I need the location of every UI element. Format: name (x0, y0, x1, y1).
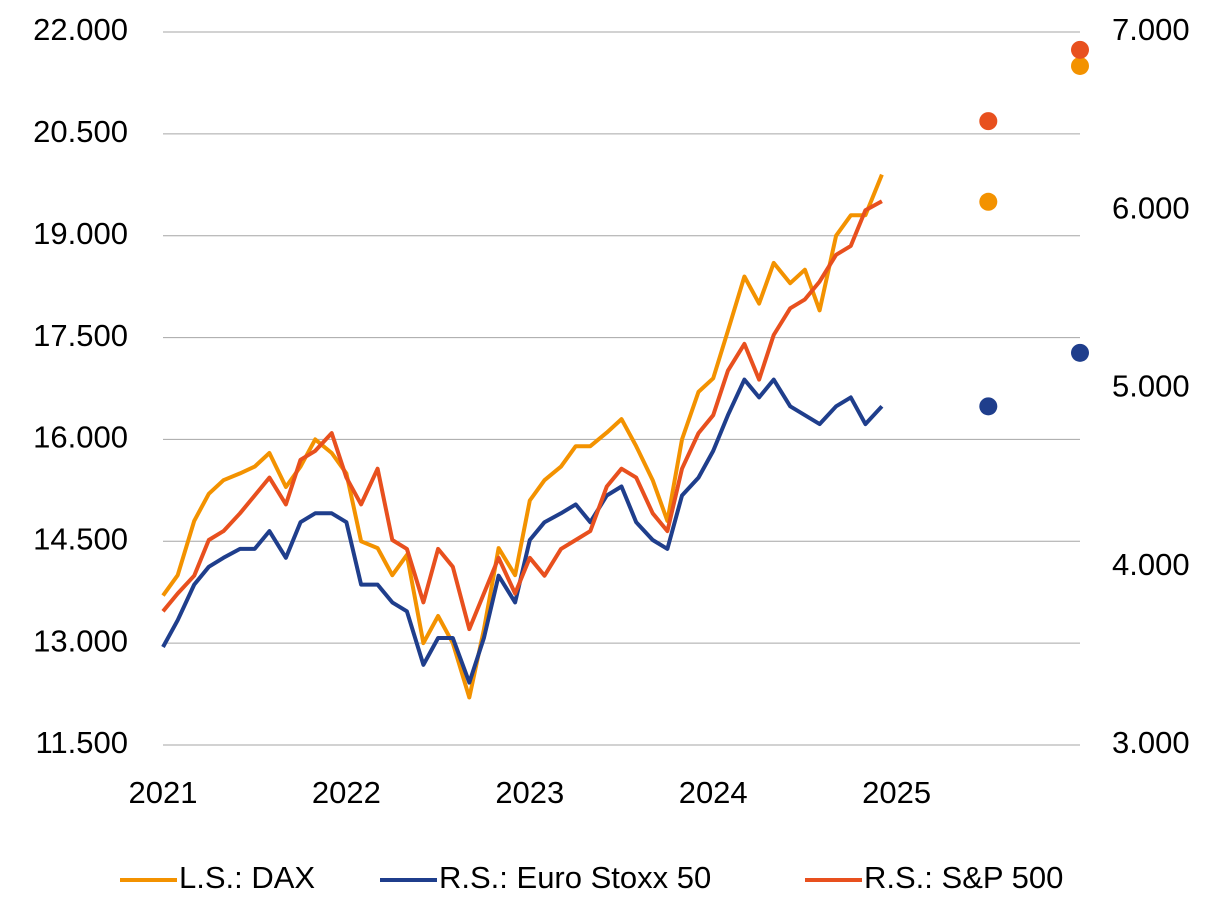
y2-tick-label: 7.000 (1112, 12, 1190, 47)
y-tick-label: 14.500 (33, 521, 128, 556)
legend-label: R.S.: S&P 500 (864, 860, 1063, 894)
y-tick-label: 20.500 (33, 114, 128, 149)
forecast-point (979, 192, 998, 211)
y-tick-label: 22.000 (33, 12, 128, 47)
x-tick-label: 2025 (862, 775, 931, 810)
x-tick-label: 2022 (312, 775, 381, 810)
y2-tick-label: 4.000 (1112, 547, 1190, 582)
forecast-point (979, 112, 998, 131)
y-tick-label: 13.000 (33, 623, 128, 658)
forecast-point (1071, 343, 1089, 362)
legend-label: L.S.: DAX (179, 860, 315, 894)
series-line (161, 173, 884, 700)
forecast-point (1071, 40, 1089, 59)
series-line (161, 199, 883, 632)
x-tick-label: 2024 (679, 775, 748, 810)
y-tick-label: 19.000 (33, 216, 128, 251)
x-tick-label: 2023 (495, 775, 564, 810)
y-tick-label: 16.000 (33, 420, 128, 455)
y-tick-label: 17.500 (33, 318, 128, 353)
y2-tick-label: 5.000 (1112, 369, 1190, 404)
y-tick-label: 11.500 (35, 725, 128, 760)
legend-label: R.S.: Euro Stoxx 50 (439, 860, 711, 894)
forecast-point (979, 397, 998, 416)
forecast-point (1071, 56, 1089, 75)
x-tick-label: 2021 (129, 775, 198, 810)
y2-tick-label: 6.000 (1112, 190, 1190, 225)
y2-tick-label: 3.000 (1112, 725, 1190, 760)
